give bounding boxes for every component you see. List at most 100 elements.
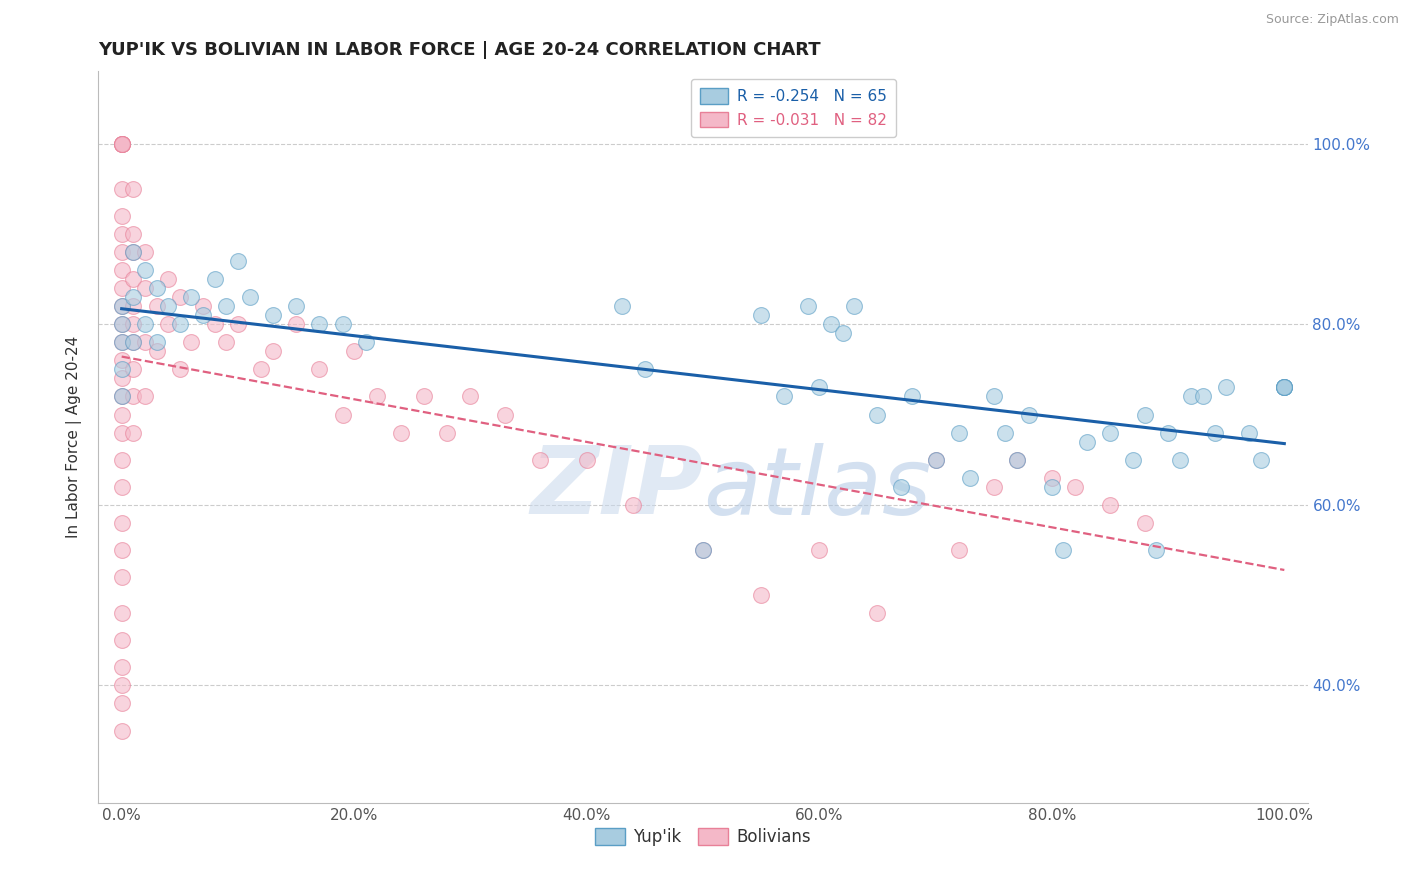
Point [122,335,145,350]
Point [332,408,354,422]
Point [308,317,330,331]
Point [692,543,714,558]
Point [145,299,167,313]
Point [145,281,167,295]
Point [111,227,134,241]
Point [111,353,134,368]
Point [1133,516,1156,530]
Point [226,317,249,331]
Point [111,136,134,151]
Point [844,299,866,313]
Point [111,480,134,494]
Point [111,362,134,376]
Point [529,452,551,467]
Point [1076,434,1098,449]
Point [111,516,134,530]
Point [262,344,284,359]
Point [226,254,249,268]
Point [831,326,853,341]
Point [1005,452,1028,467]
Point [169,362,191,376]
Point [866,408,889,422]
Point [111,633,134,648]
Point [924,452,946,467]
Point [122,290,145,304]
Point [983,480,1005,494]
Point [924,452,946,467]
Point [1098,498,1121,512]
Point [191,308,214,322]
Point [111,606,134,620]
Point [157,299,180,313]
Point [1250,452,1272,467]
Point [1272,380,1295,394]
Point [215,335,238,350]
Point [749,308,772,322]
Point [111,697,134,711]
Legend: Yup'ik, Bolivians: Yup'ik, Bolivians [588,822,818,853]
Point [157,272,180,286]
Text: Source: ZipAtlas.com: Source: ZipAtlas.com [1265,13,1399,27]
Point [122,244,145,259]
Point [122,182,145,196]
Point [1098,425,1121,440]
Point [169,317,191,331]
Point [354,335,377,350]
Point [389,425,412,440]
Point [111,425,134,440]
Point [122,299,145,313]
Point [111,660,134,674]
Point [1192,389,1215,403]
Point [122,362,145,376]
Point [134,389,156,403]
Point [111,136,134,151]
Point [111,136,134,151]
Point [1052,543,1074,558]
Point [621,498,644,512]
Point [134,317,156,331]
Point [169,290,191,304]
Point [959,471,981,485]
Point [111,371,134,385]
Point [122,425,145,440]
Point [122,227,145,241]
Point [1064,480,1087,494]
Point [948,425,970,440]
Point [134,244,156,259]
Point [634,362,657,376]
Point [1272,380,1295,394]
Point [308,362,330,376]
Point [460,389,482,403]
Point [1144,543,1167,558]
Point [1157,425,1180,440]
Point [145,344,167,359]
Point [494,408,516,422]
Point [250,362,273,376]
Point [948,543,970,558]
Point [111,136,134,151]
Point [1122,452,1144,467]
Point [413,389,436,403]
Point [204,272,226,286]
Point [285,299,308,313]
Point [111,723,134,738]
Point [820,317,842,331]
Point [111,136,134,151]
Point [111,281,134,295]
Point [796,299,818,313]
Point [1168,452,1191,467]
Point [111,543,134,558]
Point [285,317,308,331]
Point [157,317,180,331]
Point [122,272,145,286]
Point [1133,408,1156,422]
Point [436,425,458,440]
Point [122,317,145,331]
Point [145,335,167,350]
Point [1180,389,1202,403]
Point [1272,380,1295,394]
Text: atlas: atlas [703,442,931,533]
Text: YUP'IK VS BOLIVIAN IN LABOR FORCE | AGE 20-24 CORRELATION CHART: YUP'IK VS BOLIVIAN IN LABOR FORCE | AGE … [98,41,821,59]
Point [1040,471,1063,485]
Point [262,308,284,322]
